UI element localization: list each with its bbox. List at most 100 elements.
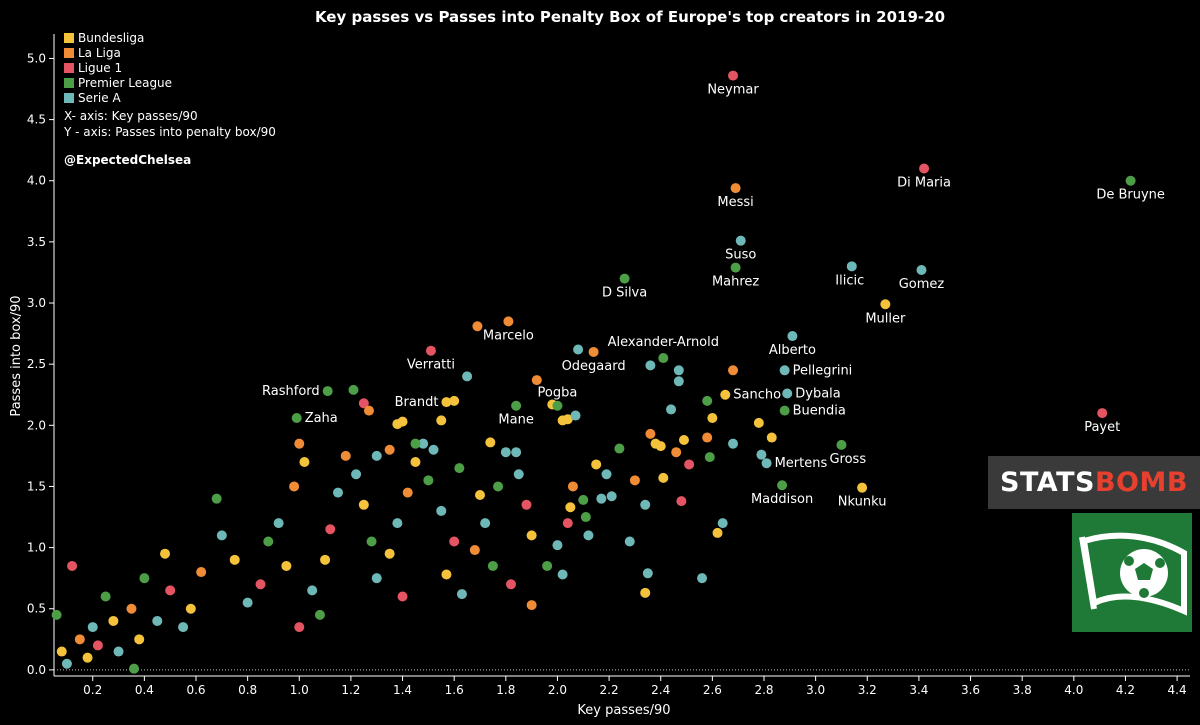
x-axis-label: Key passes/90 xyxy=(577,703,670,718)
player-label: De Bruyne xyxy=(1096,188,1165,203)
data-point xyxy=(113,646,124,657)
legend-swatch xyxy=(64,48,74,58)
x-tick-label: 0.6 xyxy=(186,683,205,697)
data-point xyxy=(697,573,708,584)
data-point xyxy=(384,444,395,455)
data-point xyxy=(160,548,171,559)
player-label: Brandt xyxy=(395,395,439,410)
credit-handle: @ExpectedChelsea xyxy=(64,153,191,167)
data-point xyxy=(645,360,656,371)
player-label: Marcelo xyxy=(483,328,534,343)
x-tick-label: 3.0 xyxy=(806,683,825,697)
data-point xyxy=(624,536,635,547)
data-point xyxy=(562,414,573,425)
point-labels: Neymar Messi Di Maria De Bruyne Suso Mahrez Il… xyxy=(262,83,1165,510)
data-point xyxy=(51,609,62,620)
data-point xyxy=(728,365,739,376)
chart-title: Key passes vs Passes into Penalty Box of… xyxy=(315,8,945,26)
data-point-labeled xyxy=(730,183,741,194)
data-point xyxy=(129,663,140,674)
axes: 0.2 0.4 0.6 0.8 1.0 1.2 1.4 1.6 1.8 2.0 2.2 2.4 2.6 2… xyxy=(27,34,1190,697)
data-point xyxy=(614,443,625,454)
data-point xyxy=(531,375,542,386)
data-point xyxy=(493,481,504,492)
data-point-labeled xyxy=(720,389,731,400)
player-label: Gross xyxy=(829,452,866,467)
data-point xyxy=(666,404,677,415)
data-point xyxy=(567,481,578,492)
data-point xyxy=(196,567,207,578)
y-tick-label: 4.0 xyxy=(27,174,46,188)
player-label: Sancho xyxy=(733,388,781,403)
data-point xyxy=(673,365,684,376)
data-point xyxy=(152,615,163,626)
x-tick-label: 4.4 xyxy=(1168,683,1187,697)
data-point xyxy=(475,490,485,501)
data-point xyxy=(211,493,222,504)
y-tick-label: 2.0 xyxy=(27,418,46,432)
data-point xyxy=(87,622,98,633)
data-point xyxy=(601,469,612,480)
x-tick-label: 4.0 xyxy=(1064,683,1083,697)
y-tick-label: 4.5 xyxy=(27,113,46,127)
data-point xyxy=(108,615,119,626)
data-point xyxy=(704,452,715,463)
player-label: Neymar xyxy=(707,83,759,98)
y-tick-label: 3.0 xyxy=(27,296,46,310)
data-point-labeled xyxy=(728,70,739,81)
data-point xyxy=(216,530,227,541)
data-point-labeled xyxy=(779,365,790,376)
player-label: Ilicic xyxy=(835,273,864,288)
data-point xyxy=(92,640,103,651)
data-point xyxy=(428,444,439,455)
x-tick-label: 2.2 xyxy=(600,683,619,697)
data-point-labeled xyxy=(846,261,857,272)
player-label: Mane xyxy=(498,413,533,428)
data-point xyxy=(645,428,656,439)
data-point xyxy=(526,600,537,611)
data-point xyxy=(397,416,408,427)
data-point xyxy=(358,398,369,409)
legend-label: Serie A xyxy=(78,91,121,105)
x-tick-label: 2.6 xyxy=(703,683,722,697)
data-points xyxy=(51,70,1136,674)
data-point-labeled xyxy=(552,400,563,411)
data-point xyxy=(340,450,351,461)
y-tick-label: 1.5 xyxy=(27,479,46,493)
data-point xyxy=(673,376,684,387)
data-point xyxy=(363,405,374,416)
player-label: Rashford xyxy=(262,384,320,399)
x-tick-label: 1.8 xyxy=(496,683,515,697)
data-point xyxy=(351,469,362,480)
data-point xyxy=(441,569,452,580)
data-point xyxy=(728,438,739,449)
player-label: Zaha xyxy=(305,411,338,426)
data-point-labeled xyxy=(777,480,788,491)
data-point-labeled xyxy=(503,316,514,327)
data-point xyxy=(299,457,310,467)
data-point xyxy=(456,589,467,600)
data-point-labeled xyxy=(441,397,452,408)
data-point-labeled xyxy=(619,273,630,284)
data-point xyxy=(717,518,728,529)
data-point xyxy=(61,658,72,669)
data-point-labeled xyxy=(857,482,868,493)
player-label: Mertens xyxy=(775,456,828,471)
data-point xyxy=(100,591,111,602)
data-point xyxy=(333,487,343,498)
data-point xyxy=(552,540,563,551)
data-point xyxy=(294,622,305,633)
data-point xyxy=(642,568,653,579)
data-point xyxy=(314,609,325,620)
player-label: Alberto xyxy=(769,343,816,358)
data-point xyxy=(263,536,274,547)
data-point-labeled xyxy=(291,412,302,423)
player-label: Pellegrini xyxy=(793,363,853,378)
data-point xyxy=(570,410,581,421)
data-point xyxy=(596,493,607,504)
y-axis-label: Passes into box/90 xyxy=(9,295,24,416)
legend-swatch xyxy=(64,93,74,103)
player-label: Verratti xyxy=(407,358,455,373)
data-point xyxy=(410,457,421,467)
